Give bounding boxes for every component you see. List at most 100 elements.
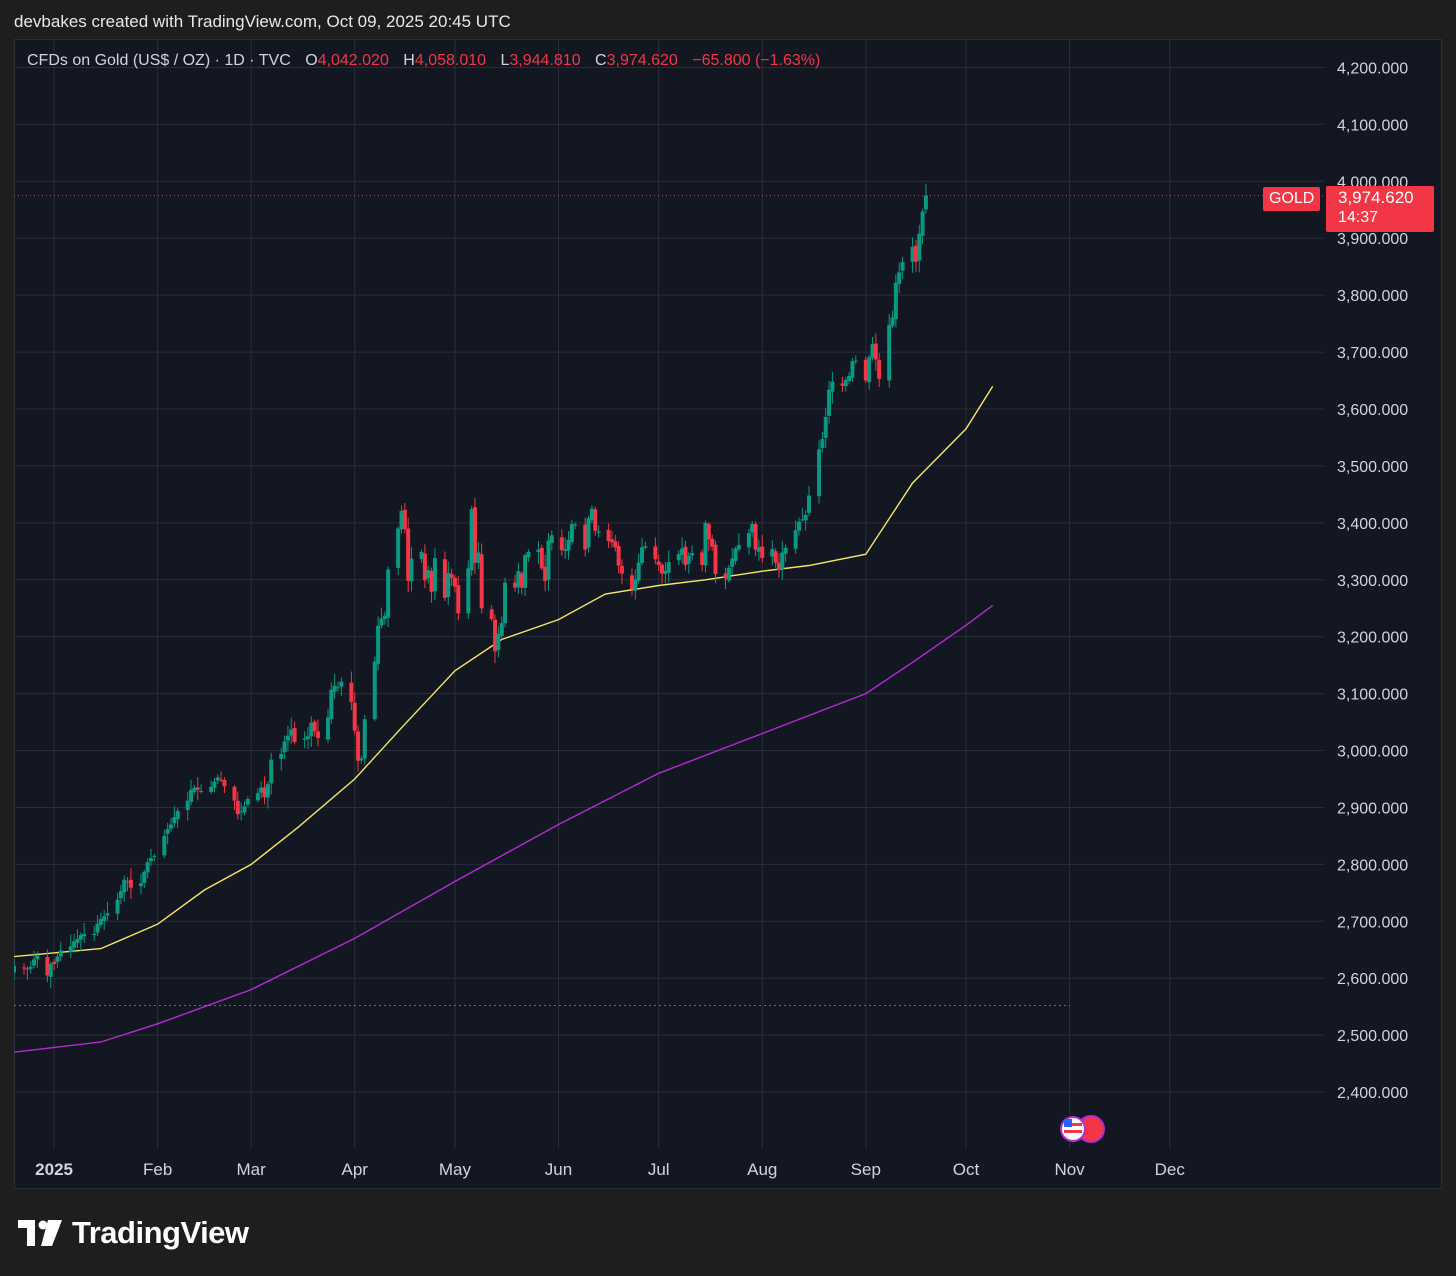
candle-body — [28, 966, 33, 969]
candle-body — [803, 514, 808, 521]
candle-body — [152, 855, 157, 857]
candle-body — [259, 787, 264, 793]
candle-body — [583, 524, 588, 550]
y-tick-label: 4,200.000 — [1337, 60, 1408, 77]
candle-body — [399, 510, 404, 530]
candle-body — [58, 950, 63, 957]
candle-body — [265, 784, 270, 798]
legend-close-value: 3,974.620 — [606, 52, 678, 69]
candle-body — [840, 383, 845, 386]
candle-body — [285, 735, 290, 741]
candle-body — [703, 522, 708, 566]
candle-body — [409, 558, 414, 582]
candle-body — [165, 829, 170, 834]
candle-body — [359, 758, 364, 761]
candle-body — [329, 689, 334, 719]
y-tick-label: 3,200.000 — [1337, 630, 1408, 647]
candle-body — [32, 959, 37, 966]
x-tick-label: Aug — [747, 1160, 777, 1179]
candle-body — [162, 835, 167, 856]
candle-body — [643, 546, 648, 548]
candle-body — [569, 523, 574, 543]
candle-body — [199, 790, 204, 792]
candle-body — [309, 722, 314, 737]
candle-body — [660, 564, 665, 574]
candle-body — [255, 793, 260, 801]
candle-body — [913, 245, 918, 262]
candle-body — [783, 547, 788, 554]
tradingview-logo[interactable]: TradingView — [18, 1213, 249, 1253]
candle-body — [98, 919, 103, 925]
candle-body — [613, 541, 618, 548]
candle-body — [269, 759, 274, 784]
candle-body — [452, 577, 457, 587]
candle-body — [472, 507, 477, 563]
moving-averages — [14, 385, 994, 1053]
legend-change: −65.800 (−1.63%) — [692, 52, 821, 69]
candle-body — [910, 246, 915, 262]
x-tick-label: Jul — [648, 1160, 670, 1179]
candle-body — [349, 682, 354, 703]
y-tick-label: 3,000.000 — [1337, 744, 1408, 761]
y-axis-labels: 2,400.000 2,500.000 2,600.000 2,700.000 2,80… — [1337, 60, 1408, 1102]
candle-body — [756, 547, 761, 552]
candle-body — [690, 553, 695, 556]
event-markers — [1060, 1115, 1105, 1143]
y-tick-label: 3,100.000 — [1337, 687, 1408, 704]
candle-body — [432, 558, 437, 592]
candle-body — [666, 562, 671, 573]
candle-body — [45, 957, 50, 976]
candle-body — [503, 582, 508, 624]
candle-body — [890, 317, 895, 326]
candle-body — [292, 727, 297, 742]
legend-close-label: C — [595, 52, 607, 69]
symbol-tag[interactable]: GOLD — [1263, 187, 1321, 211]
candle-body — [456, 585, 461, 614]
candle-body — [382, 615, 387, 619]
candle-body — [546, 540, 551, 580]
candle-body — [172, 817, 177, 824]
bar-countdown: 14:37 — [1338, 209, 1379, 226]
fast-moving-average-line — [14, 385, 994, 958]
candle-body — [636, 562, 641, 581]
candle-body — [336, 687, 341, 689]
candle-body — [850, 361, 855, 378]
candle-body — [362, 719, 367, 759]
candle-body — [573, 524, 578, 526]
candle-body — [192, 787, 197, 792]
candle-body — [496, 633, 501, 651]
y-tick-label: 3,800.000 — [1337, 288, 1408, 305]
candle-body — [616, 546, 621, 566]
candle-body — [609, 539, 614, 543]
candle-body — [442, 559, 447, 598]
x-tick-label: Nov — [1054, 1160, 1085, 1179]
y-tick-label: 2,500.000 — [1337, 1028, 1408, 1045]
candle-body — [82, 933, 87, 937]
candle-body — [148, 858, 153, 862]
candle-body — [733, 548, 738, 561]
candle-body — [479, 554, 484, 609]
chart-canvas[interactable]: 2,400.000 2,500.000 2,600.000 2,700.000 2,80… — [14, 39, 1442, 1189]
candle-body — [730, 558, 735, 567]
legend-open-label: O — [305, 52, 318, 69]
chart-panel[interactable] — [14, 39, 1442, 1189]
candle-body — [469, 509, 474, 571]
candle-body — [917, 233, 922, 261]
reference-lines — [14, 195, 1324, 1007]
candle-body — [105, 913, 110, 916]
candle-body — [446, 572, 451, 598]
candles — [14, 183, 928, 989]
y-tick-label: 3,400.000 — [1337, 516, 1408, 533]
candle-body — [596, 531, 601, 533]
candle-body — [189, 789, 194, 802]
x-tick-label: May — [439, 1160, 472, 1179]
candle-body — [222, 780, 227, 787]
y-tick-label: 2,900.000 — [1337, 800, 1408, 817]
candle-body — [279, 753, 284, 759]
candle-body — [877, 359, 882, 379]
us-flag-icon-stripe — [1064, 1130, 1082, 1133]
chart-legend: CFDs on Gold (US$ / OZ) · 1D · TVC O4,04… — [27, 52, 820, 70]
x-tick-label: Feb — [143, 1160, 172, 1179]
candle-body — [235, 800, 240, 815]
candle-body — [138, 883, 143, 887]
